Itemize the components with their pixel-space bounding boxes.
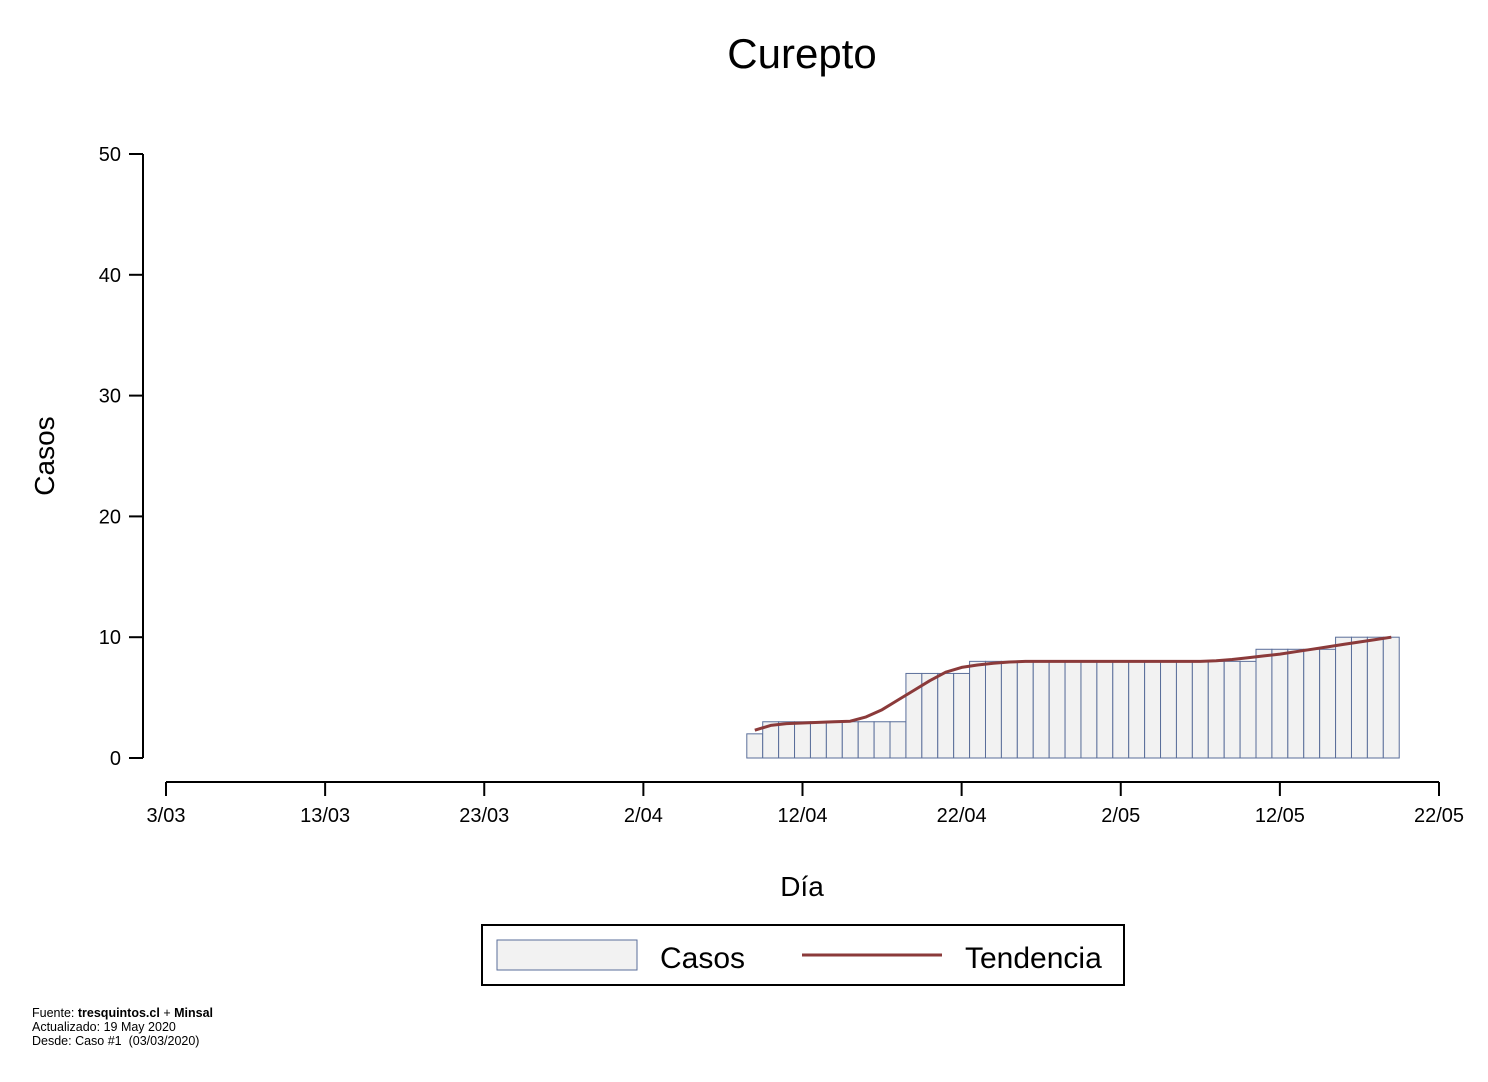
legend: Casos Tendencia	[481, 924, 1125, 986]
bar	[857, 721, 875, 759]
footer-source: Fuente: tresquintos.cl + Minsal	[32, 1006, 213, 1020]
bar	[984, 660, 1002, 759]
footer-source-site: tresquintos.cl	[77, 1006, 160, 1020]
bar	[1350, 636, 1368, 759]
bar	[1319, 648, 1337, 759]
bar	[937, 672, 955, 759]
bar	[841, 721, 859, 759]
footer-source-org: Minsal	[174, 1006, 213, 1020]
bar	[809, 721, 827, 759]
bar	[1207, 660, 1225, 759]
footer-source-join: +	[159, 1006, 175, 1020]
y-tick-label: 10	[99, 627, 121, 649]
x-tick-label: 12/04	[777, 805, 827, 827]
bar	[1335, 636, 1352, 759]
bar	[921, 672, 939, 759]
bar	[1160, 660, 1177, 759]
bar	[794, 721, 811, 759]
x-tick-label: 22/04	[937, 805, 987, 827]
bar	[1303, 648, 1321, 759]
bar	[873, 721, 891, 759]
bar	[1080, 660, 1098, 759]
bar	[825, 721, 843, 759]
x-tick-label: 23/03	[459, 805, 509, 827]
x-axis: 3/03 13/03 23/03 2/04 12/04 22/04 2/05 12/05 22/…	[147, 781, 1464, 827]
x-tick-label: 3/03	[147, 805, 186, 827]
bar	[1112, 660, 1130, 759]
y-tick-label: 30	[99, 386, 121, 408]
bar	[1064, 660, 1082, 759]
x-tick-label: 2/04	[624, 805, 663, 827]
footer: Fuente: tresquintos.cl + Minsal Actualiz…	[32, 1006, 213, 1048]
footer-source-prefix: Fuente:	[32, 1006, 78, 1020]
bar	[1096, 660, 1114, 759]
footer-since: Desde: Caso #1 (03/03/2020)	[32, 1034, 200, 1048]
bar	[778, 721, 796, 759]
y-tick-label: 40	[99, 265, 121, 287]
bar	[969, 660, 986, 759]
bar	[1366, 636, 1384, 759]
x-tick-label: 2/05	[1101, 805, 1140, 827]
bar	[1128, 660, 1146, 759]
bar	[1287, 648, 1305, 759]
bar	[953, 672, 971, 759]
bar	[889, 721, 907, 759]
bar	[1048, 660, 1066, 759]
bar	[1000, 660, 1018, 759]
legend-swatch-casos	[496, 939, 638, 971]
trend-line-group	[754, 635, 1392, 732]
bar	[1191, 660, 1209, 759]
y-tick-label: 0	[110, 748, 121, 770]
bar	[1255, 648, 1273, 759]
x-tick-label: 12/05	[1255, 805, 1305, 827]
footer-updated: Actualizado: 19 May 2020	[32, 1020, 176, 1034]
bar	[1223, 660, 1241, 759]
bar	[1175, 660, 1193, 759]
x-tick-label: 13/03	[300, 805, 350, 827]
x-tick-label: 22/05	[1414, 805, 1464, 827]
bar	[1144, 660, 1162, 759]
bar	[1382, 636, 1400, 759]
y-tick-label: 20	[99, 506, 121, 528]
chart-title: Curepto	[727, 30, 876, 77]
bar	[746, 733, 764, 759]
bar	[1271, 648, 1289, 759]
bars	[746, 636, 1400, 759]
x-axis-label: Día	[780, 871, 824, 902]
bar	[1032, 660, 1050, 759]
legend-label-casos: Casos	[660, 942, 745, 975]
y-tick-label: 50	[99, 144, 121, 166]
trend-line	[754, 635, 1392, 732]
y-axis: 0 10 20 30 40 50	[99, 144, 144, 770]
bar	[1016, 660, 1034, 759]
legend-label-tendencia: Tendencia	[965, 942, 1102, 975]
bar	[1239, 660, 1257, 759]
y-axis-label: Casos	[29, 416, 60, 495]
